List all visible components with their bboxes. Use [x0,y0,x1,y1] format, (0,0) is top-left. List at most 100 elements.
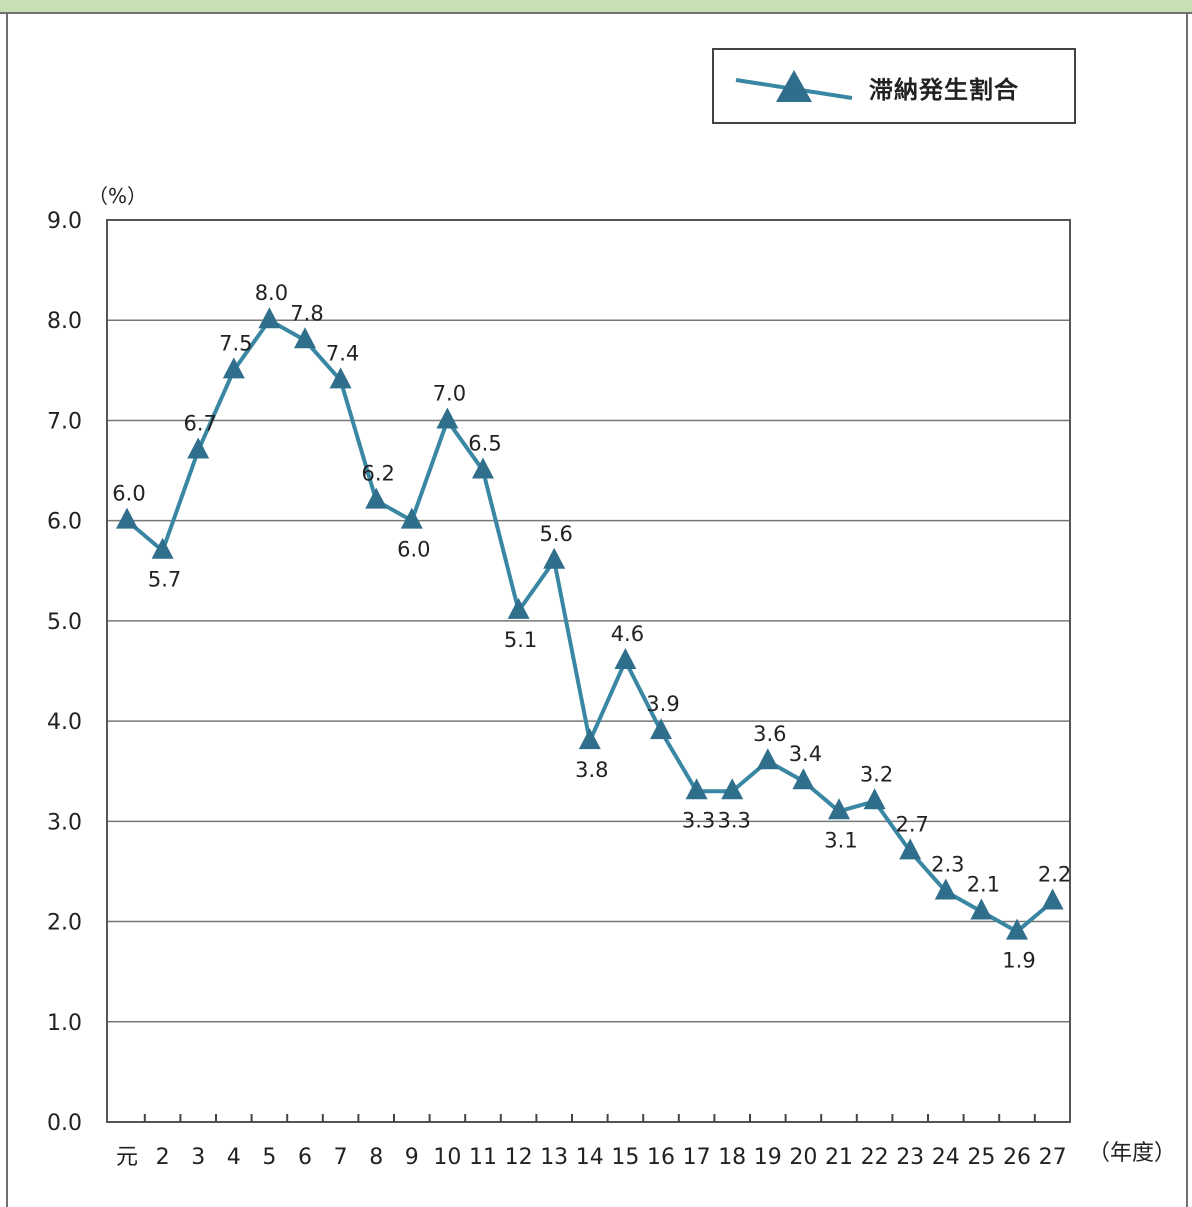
data-label: 2.7 [895,812,928,836]
x-tick-label: 17 [683,1145,711,1170]
y-axis-tick-labels: 0.0 1.0 2.0 3.0 4.0 5.0 6.0 7.0 8.0 9.0 [47,209,82,1136]
x-tick-label: 16 [647,1145,675,1170]
data-point [614,647,637,669]
y-tick-label: 2.0 [47,911,82,936]
figure-frame [6,12,1188,1207]
data-point [543,547,566,569]
data-label: 6.7 [183,412,216,436]
data-label: 3.1 [824,828,857,852]
x-tick-label: 25 [967,1145,995,1170]
data-label: 2.1 [967,873,1000,897]
data-point [899,838,922,860]
data-point [828,798,850,820]
x-tick-label: 27 [1039,1145,1067,1170]
data-label: 3.6 [753,722,786,746]
data-label: 3.9 [646,692,679,716]
data-point [329,367,352,389]
x-tick-label: 10 [433,1145,461,1170]
legend: 滞納発生割合 [712,48,1076,124]
series-line [125,318,1054,934]
x-tick-label: 22 [861,1145,889,1170]
data-label: 6.0 [397,538,430,562]
data-point [222,357,245,379]
y-tick-label: 5.0 [47,610,82,635]
x-tick-label: 6 [298,1145,312,1170]
x-tick-label: 14 [576,1145,604,1170]
data-label: 5.6 [539,522,572,546]
legend-marker-icon [735,70,853,102]
data-point [970,898,993,920]
data-point [685,778,708,800]
x-tick-label: 21 [825,1145,853,1170]
data-point [934,878,957,900]
data-label: 7.4 [326,341,359,365]
data-point [578,728,601,750]
data-label: 3.4 [789,742,822,766]
x-axis-unit-label: （年度） [1088,1141,1176,1166]
x-tick-label: 23 [896,1145,924,1170]
x-axis-ticks [143,1114,1036,1122]
data-label: 6.2 [361,462,394,486]
y-tick-label: 7.0 [47,409,82,434]
data-point [1041,888,1064,910]
data-point [650,718,672,740]
gridlines [107,319,1070,1023]
legend-label: 滞納発生割合 [869,76,1019,104]
data-labels: 6.0 5.7 6.7 7.5 8.07.87.4 6.2 6.0 7.0 6.5 5.1 5.6 3… [112,281,1071,972]
data-label: 8.0 [255,281,288,305]
data-markers [116,307,1064,940]
x-tick-label: 11 [469,1145,497,1170]
data-point [863,788,886,810]
y-axis-unit-label: （%） [88,184,147,208]
x-tick-label: 4 [227,1145,241,1170]
data-point [756,748,779,770]
y-tick-label: 4.0 [47,710,82,735]
x-tick-label: 7 [334,1145,348,1170]
data-label: 5.1 [504,628,537,652]
y-tick-label: 9.0 [47,209,82,234]
data-point [792,768,815,790]
x-tick-label: 15 [611,1145,639,1170]
data-label: 6.0 [112,482,145,506]
x-tick-label: 元 [116,1145,138,1170]
data-label: 1.9 [1002,949,1035,973]
x-tick-label: 26 [1003,1145,1031,1170]
x-tick-label: 2 [156,1145,170,1170]
data-point [721,778,744,800]
x-tick-label: 13 [540,1145,568,1170]
data-point [294,327,316,349]
y-tick-label: 8.0 [47,309,82,334]
data-label: 7.5 [219,331,252,355]
data-label: 3.2 [860,762,893,786]
data-label: 3.3 [682,808,715,832]
x-tick-label: 8 [369,1145,383,1170]
y-tick-label: 6.0 [47,510,82,535]
data-label: 3.3 [717,808,750,832]
x-axis-tick-labels: 元 2 3 4 5 6 7 8 9 10 11 12 13 14 15 16 17 18 19 20 21 22 23 24 2… [116,1145,1067,1170]
x-tick-label: 20 [789,1145,817,1170]
y-tick-label: 0.0 [47,1111,82,1136]
x-tick-label: 9 [405,1145,419,1170]
data-point [1006,918,1028,940]
data-label: 4.6 [611,622,644,646]
y-tick-label: 1.0 [47,1011,82,1036]
data-point [472,457,494,479]
data-label: 2.3 [931,852,964,876]
data-point [365,487,388,509]
data-label: 6.5 [468,432,501,456]
data-point [258,307,281,329]
data-label: 7.8 [290,301,323,325]
data-point [116,507,138,529]
data-label: 2.2 [1038,863,1071,887]
data-label: 3.8 [575,758,608,782]
header-band [0,0,1192,14]
x-tick-label: 12 [505,1145,533,1170]
data-point [187,437,210,459]
x-tick-label: 24 [932,1145,960,1170]
y-tick-label: 3.0 [47,810,82,835]
data-label: 5.7 [148,568,181,592]
plot-area-border [106,219,1071,1123]
data-point [400,507,423,529]
x-tick-label: 3 [191,1145,205,1170]
